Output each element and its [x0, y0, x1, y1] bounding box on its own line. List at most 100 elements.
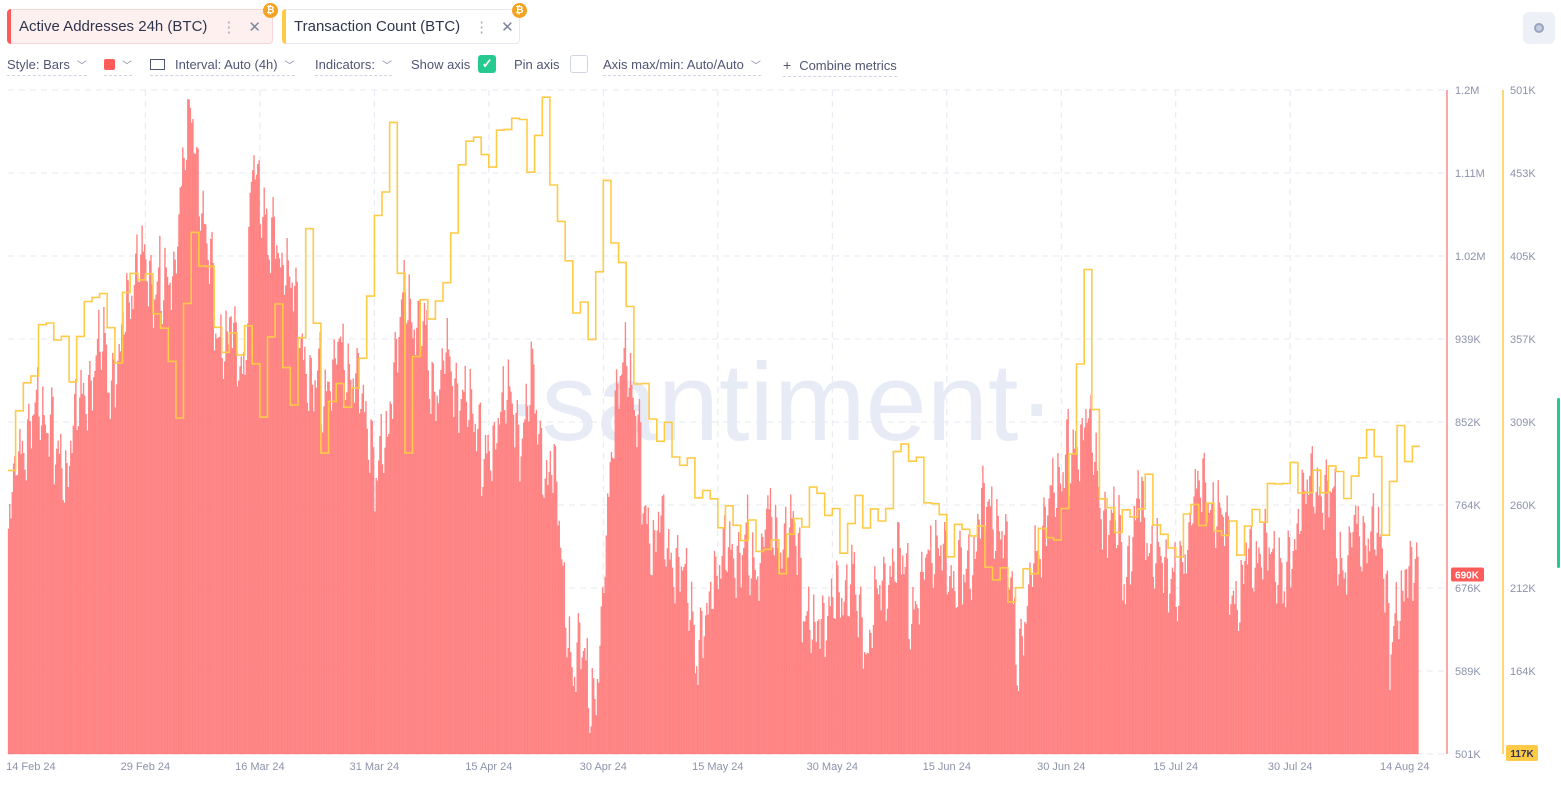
y-tick-label: 764K [1455, 500, 1481, 512]
bar [1393, 626, 1395, 755]
interval-dropdown[interactable]: Interval: Auto (4h) ﹀ [150, 57, 295, 76]
bar [82, 383, 85, 755]
bar [561, 559, 563, 755]
bar [194, 153, 197, 755]
axis-maxmin-dropdown[interactable]: Axis max/min: Auto/Auto ﹀ [603, 57, 761, 76]
bar [136, 234, 138, 755]
more-options-icon[interactable]: ⋮ [221, 18, 237, 36]
bar [562, 565, 564, 755]
bar [806, 611, 809, 755]
bar [1122, 600, 1124, 755]
bar [272, 197, 274, 755]
bar [26, 419, 29, 755]
bar [484, 435, 487, 755]
more-options-icon[interactable]: ⋮ [474, 18, 490, 36]
bar [1292, 550, 1294, 755]
bar [693, 625, 695, 755]
bar [250, 181, 253, 755]
bar [641, 524, 643, 755]
bar [51, 387, 53, 755]
bar [430, 413, 432, 755]
bar [1199, 497, 1202, 755]
bar [1291, 568, 1293, 755]
bar [68, 465, 71, 755]
close-icon[interactable]: ✕ [248, 18, 261, 36]
bar [271, 217, 273, 755]
bar [221, 358, 223, 755]
bar [37, 367, 39, 755]
bar [183, 157, 185, 755]
bar [403, 260, 405, 755]
bar [1169, 593, 1171, 755]
bar [871, 647, 873, 755]
bar [76, 430, 78, 755]
bar [542, 494, 544, 755]
bar [1394, 613, 1396, 755]
pin-axis-toggle[interactable]: Pin axis [514, 55, 588, 76]
scroll-handle[interactable] [1557, 398, 1560, 568]
bar [1162, 592, 1165, 755]
bar [492, 425, 494, 755]
bar [1008, 589, 1011, 755]
bar [802, 621, 805, 755]
bar [1161, 562, 1163, 755]
bar [1352, 532, 1354, 755]
bar [926, 554, 928, 755]
bar [599, 645, 601, 755]
bar [20, 454, 22, 755]
bar [755, 579, 758, 755]
indicators-dropdown[interactable]: Indicators: ﹀ [315, 57, 392, 76]
bar [1215, 548, 1217, 755]
bar [886, 608, 889, 755]
bar [1082, 440, 1085, 755]
bar [1203, 452, 1205, 755]
bar [1050, 485, 1053, 755]
metric-tab-active-addresses[interactable]: Active Addresses 24h (BTC) ⋮ ✕ ₿ [7, 3, 278, 44]
bar [607, 493, 609, 755]
bar [563, 562, 566, 755]
bar [813, 594, 815, 755]
bar [726, 571, 728, 755]
bar [1109, 520, 1111, 755]
bar [267, 255, 269, 755]
bar [640, 422, 642, 755]
bar [1232, 590, 1235, 755]
bar [1311, 446, 1314, 755]
bar [352, 378, 354, 755]
bar [1146, 543, 1148, 755]
bar [358, 413, 361, 755]
bar [937, 548, 940, 755]
color-picker[interactable]: ﹀ [104, 57, 132, 76]
bar [1245, 542, 1247, 755]
close-icon[interactable]: ✕ [501, 18, 514, 36]
bar [782, 549, 784, 755]
bar [459, 410, 461, 755]
bar [131, 295, 133, 755]
checkbox-checked-icon[interactable]: ✓ [478, 55, 497, 73]
bar [1067, 409, 1069, 755]
bar [1386, 570, 1389, 755]
combine-metrics-button[interactable]: + Combine metrics [783, 57, 897, 77]
bar [698, 640, 700, 755]
checkbox-empty-icon[interactable] [569, 55, 588, 73]
bar [821, 595, 824, 755]
style-dropdown[interactable]: Style: Bars ﹀ [7, 57, 87, 76]
bar [631, 384, 633, 755]
bar [386, 436, 389, 755]
bar [1007, 587, 1009, 755]
bar [1390, 654, 1392, 755]
bar [1174, 542, 1176, 755]
y-tick-label: 676K [1455, 583, 1481, 595]
settings-button[interactable] [1523, 12, 1555, 44]
bar [332, 359, 334, 755]
bar [114, 407, 116, 755]
bar [1043, 497, 1045, 755]
bar [1237, 631, 1240, 755]
bar [202, 190, 204, 755]
x-tick-label: 14 Feb 24 [6, 761, 56, 773]
bar [103, 307, 105, 755]
show-axis-toggle[interactable]: Show axis ✓ [411, 55, 497, 76]
metric-tab-transaction-count[interactable]: Transaction Count (BTC) ⋮ ✕ ₿ [282, 3, 527, 44]
bar [1062, 472, 1064, 755]
